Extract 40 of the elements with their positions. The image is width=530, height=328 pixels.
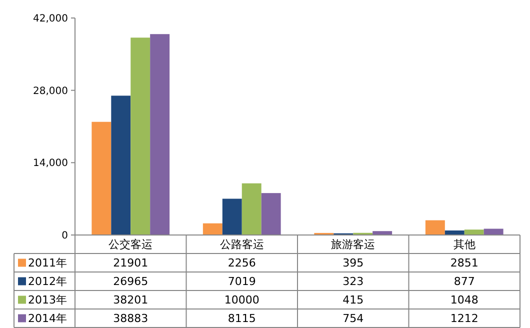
data-label: 1048 [450,294,478,307]
bar [425,220,445,235]
bar [242,183,262,235]
data-label: 1212 [450,312,478,326]
legend-label: 2014年 [28,312,67,326]
x-tick-label: 其他 [453,238,476,252]
data-label: 21901 [113,256,148,270]
data-label: 38883 [113,312,148,326]
data-label: 754 [342,312,364,326]
x-tick-label: 旅游客运 [331,238,376,252]
data-label: 26965 [113,275,148,288]
data-label: 7019 [228,275,256,288]
bar [464,230,484,235]
bar [92,122,112,235]
bar [150,34,170,235]
bar [130,38,150,235]
data-label: 415 [342,294,364,307]
bar [202,223,222,235]
legend-label: 2013年 [28,294,67,307]
data-label: 323 [342,275,364,288]
data-label: 10000 [224,294,260,307]
legend-label: 2011年 [28,256,67,270]
data-label: 2851 [450,256,478,270]
y-tick-label: 0 [62,230,68,242]
bar [222,198,242,235]
x-tick-label: 公交客运 [108,238,153,252]
data-label: 38201 [113,294,148,307]
x-tick-label: 公路客运 [220,238,264,252]
y-tick-label: 28,000 [33,86,68,97]
data-label: 877 [454,275,475,288]
data-label: 395 [342,256,364,270]
data-label: 8115 [228,312,256,326]
bar [111,96,131,235]
legend-label: 2012年 [28,275,67,288]
data-label: 2256 [228,256,256,270]
y-tick-label: 14,000 [33,158,68,170]
bar [261,193,281,235]
bar [484,228,504,235]
y-tick-label: 42,000 [33,14,68,24]
bar [372,231,392,235]
